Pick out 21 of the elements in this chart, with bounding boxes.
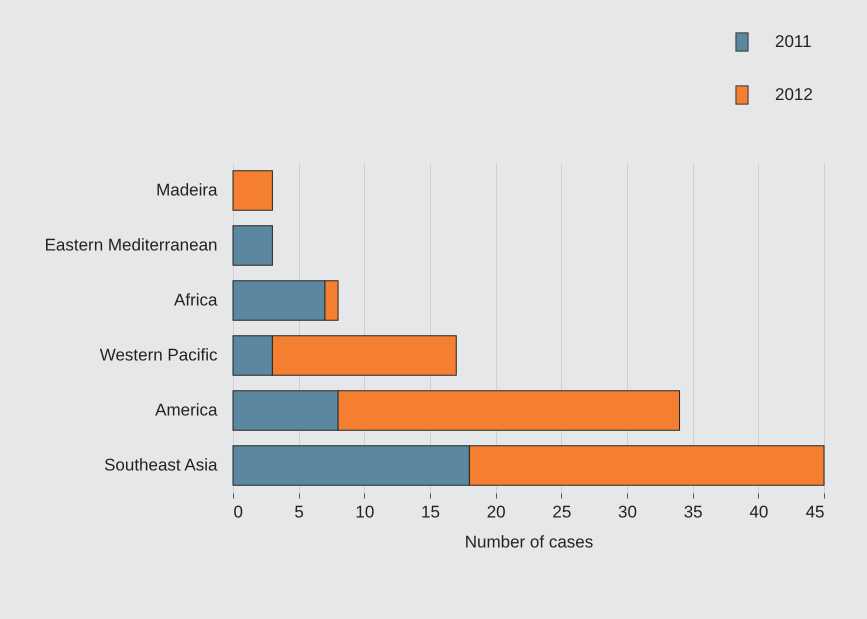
x-tick-label: 0: [234, 502, 243, 522]
x-tick-label: 10: [355, 502, 374, 522]
x-tick-label: 35: [684, 502, 703, 522]
x-tick-label: 20: [486, 502, 506, 522]
y-tick-label: Madeira: [156, 180, 218, 200]
y-tick-label: Western Pacific: [100, 346, 218, 364]
bar: [232, 225, 273, 266]
x-tick-label: 5: [294, 502, 304, 522]
x-tick-label: 30: [618, 502, 637, 522]
y-tick-label: Southeast Asia: [104, 456, 218, 474]
bar: [232, 170, 273, 211]
x-tick-label: 40: [749, 502, 768, 522]
x-axis-title: Number of cases: [464, 532, 594, 552]
legend-label: 2012: [775, 85, 813, 104]
y-tick-label: Eastern Mediterranean: [44, 236, 218, 254]
legend-label: 2011: [775, 32, 812, 51]
y-tick-label: America: [155, 400, 218, 420]
y-tick-label: Africa: [174, 290, 218, 310]
x-tick-label: 25: [552, 502, 572, 522]
x-tick-label: 45: [806, 502, 824, 522]
x-tick-label: 15: [421, 502, 440, 522]
